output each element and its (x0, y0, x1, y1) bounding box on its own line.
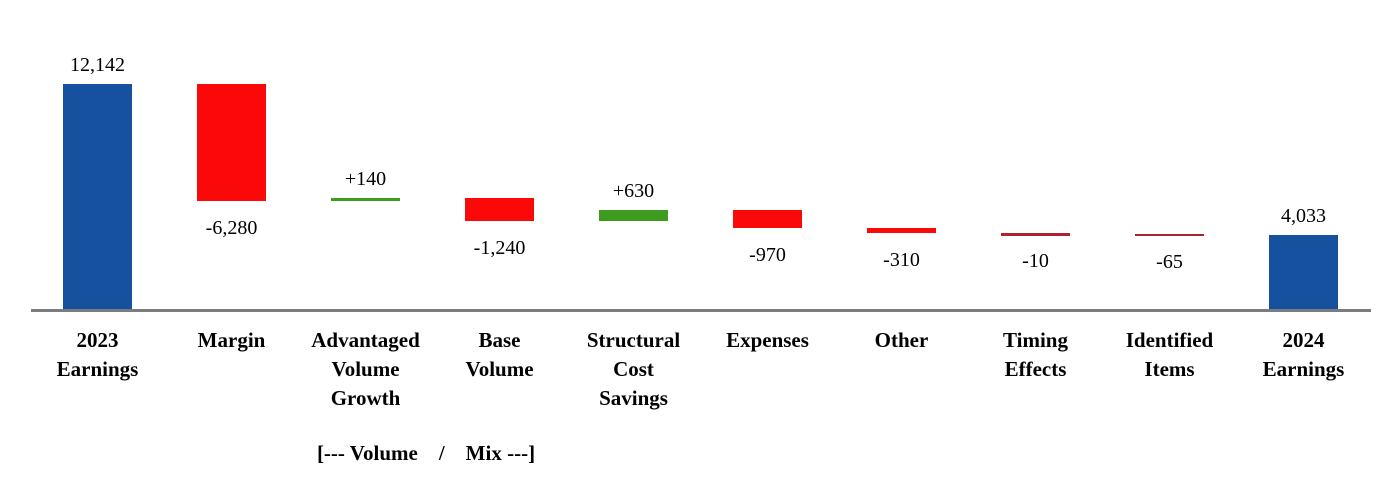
value-label-2023-earnings: 12,142 (70, 54, 125, 76)
value-label-advantaged-volume-growth: +140 (344, 168, 387, 191)
bar-advantaged-volume-growth (331, 198, 400, 201)
value-label-identified-items: -65 (1156, 250, 1183, 273)
category-label-timing-effects: Timing Effects (1003, 328, 1068, 381)
category-label-base-volume: Base Volume (465, 328, 534, 381)
bar-expenses (733, 209, 802, 228)
value-label-structural-cost-savings: +630 (612, 179, 655, 202)
value-label-other: -310 (883, 249, 920, 272)
bar-2023-earnings (63, 84, 132, 310)
volume-mix-annotation: [--- Volume / Mix ---] (316, 441, 536, 465)
category-label-identified-items: Identified Items (1125, 328, 1214, 381)
value-label-base-volume: -1,240 (473, 237, 526, 260)
category-label-other: Other (874, 328, 929, 352)
bar-identified-items (1135, 233, 1204, 237)
bar-timing-effects (1001, 233, 1070, 236)
category-label-structural-cost-savings: Structural Cost Savings (586, 328, 681, 410)
bar-2024-earnings (1269, 234, 1338, 310)
category-label-2024-earnings: 2024 Earnings (1262, 328, 1345, 381)
bar-structural-cost-savings (599, 209, 668, 222)
category-label-2023-earnings: 2023 Earnings (56, 328, 139, 381)
category-label-advantaged-volume-growth: Advantaged Volume Growth (311, 328, 420, 410)
category-label-expenses: Expenses (726, 328, 809, 352)
value-label-expenses: -970 (749, 243, 786, 266)
bar-margin (197, 84, 266, 201)
x-axis-line (31, 309, 1371, 312)
value-label-2024-earnings: 4,033 (1281, 204, 1326, 227)
bar-other (867, 227, 936, 234)
value-label-margin: -6,280 (205, 216, 258, 239)
category-label-margin: Margin (197, 328, 266, 352)
bar-base-volume (465, 198, 534, 222)
value-label-timing-effects: -10 (1022, 249, 1049, 272)
